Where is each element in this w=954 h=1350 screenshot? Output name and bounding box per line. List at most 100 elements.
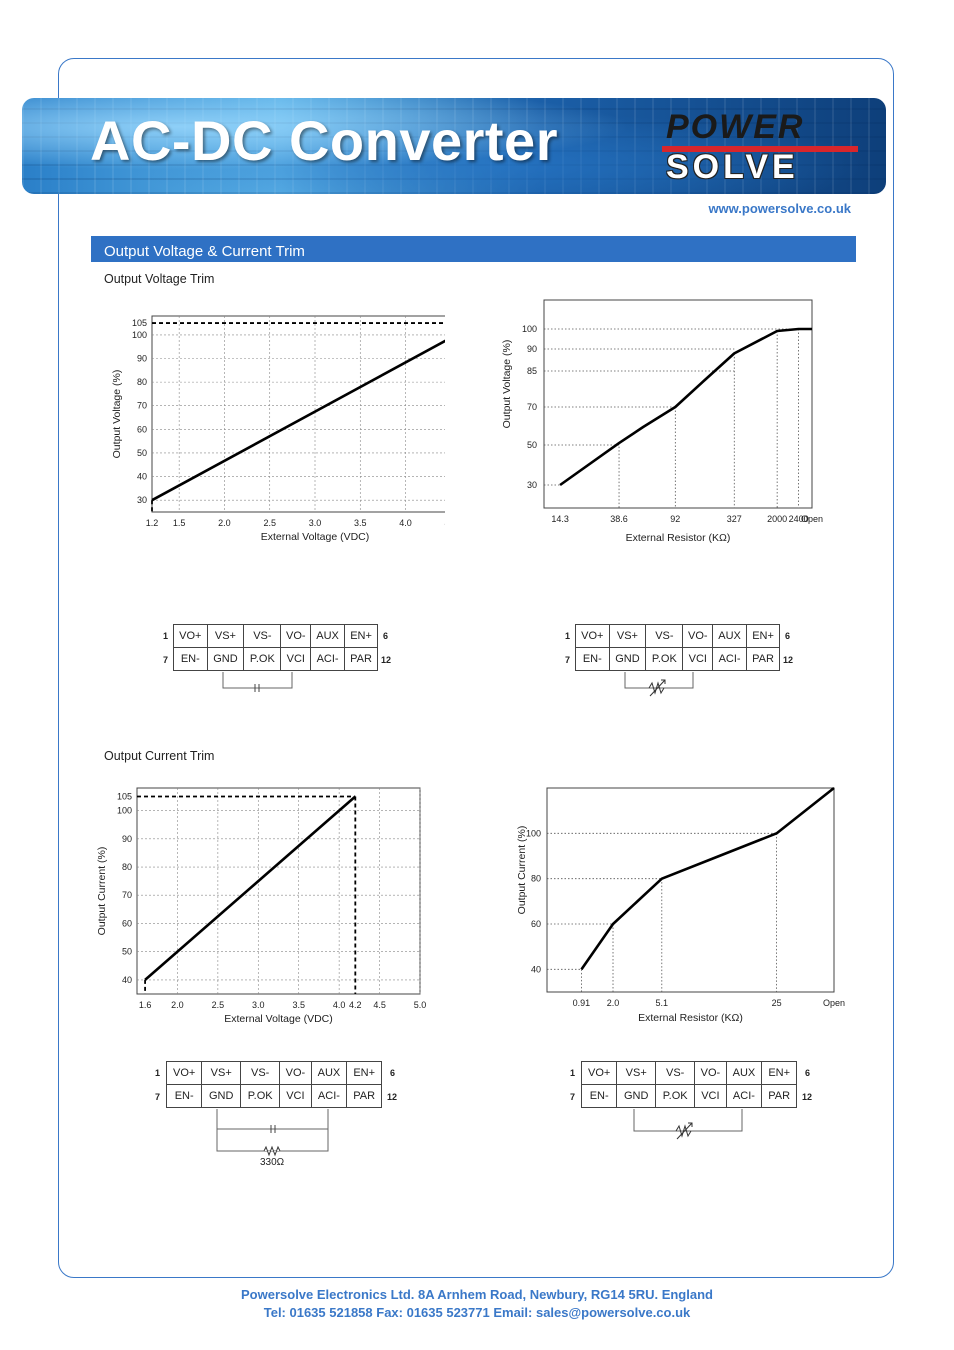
page-title: AC-DC Converter — [90, 109, 558, 172]
x-tick-label: 3.5 — [354, 518, 367, 528]
x-tick-label: 92 — [670, 514, 680, 524]
rc-connection — [216, 1109, 329, 1157]
pin-cell: VCI — [279, 1084, 312, 1108]
pin-number-7: 7 — [565, 655, 571, 665]
pin-number-6: 6 — [785, 631, 791, 641]
y-tick-label: 50 — [527, 440, 537, 450]
pin-cell: VS- — [655, 1061, 696, 1085]
x-tick-label: 327 — [727, 514, 742, 524]
x-tick-label: 3.0 — [309, 518, 322, 528]
pin-cell: VO- — [694, 1061, 727, 1085]
pin-diagram-2: 1 7 6 12 VO+ VS+ VS- VO- AUX EN+ EN- GND P.OK VCI… — [557, 624, 797, 704]
y-tick-label: 85 — [527, 366, 537, 376]
x-tick-label: 4.0 — [399, 518, 412, 528]
pin-row: EN- GND P.OK VCI ACI- PAR — [575, 647, 780, 671]
x-tick-label: 5.1 — [656, 998, 669, 1008]
website-link[interactable]: www.powersolve.co.uk — [708, 201, 851, 216]
pin-table: VO+ VS+ VS- VO- AUX EN+ EN- GND P.OK VCI ACI- PAR — [575, 624, 780, 671]
pin-cell: VS- — [240, 1061, 281, 1085]
x-axis-label: External Voltage (VDC) — [224, 1013, 333, 1025]
logo-top-text: POWER — [666, 108, 805, 146]
pin-cell: AUX — [712, 624, 748, 648]
y-tick-label: 60 — [122, 918, 132, 928]
pin-cell: VS+ — [201, 1061, 242, 1085]
pin-row: VO+ VS+ VS- VO- AUX EN+ — [580, 1061, 797, 1085]
pin-row: VO+ VS+ VS- VO- AUX EN+ — [575, 624, 780, 648]
y-axis-label: Output Current (%) — [96, 847, 108, 936]
pin-cell: VO+ — [575, 624, 610, 648]
y-tick-label: 70 — [137, 401, 147, 411]
y-tick-label: 105 — [117, 791, 132, 801]
series-line — [151, 339, 445, 502]
x-tick-label: 1.2 — [146, 518, 159, 528]
pin-cell: PAR — [344, 647, 378, 671]
x-tick-label: 4.2 — [349, 1000, 362, 1010]
pin-number-12: 12 — [802, 1092, 813, 1102]
y-tick-label: 100 — [117, 806, 132, 816]
x-tick-label: 1.6 — [139, 1000, 152, 1010]
x-tick-label: 38.6 — [610, 514, 628, 524]
pin-number-12: 12 — [387, 1092, 398, 1102]
series-line — [144, 795, 357, 981]
pin-cell: VO- — [279, 1061, 312, 1085]
pin-number-6: 6 — [805, 1068, 811, 1078]
chart-output-voltage-vs-external-voltage: 1.21.52.02.53.03.54.04.54.83040506070809… — [111, 315, 445, 543]
capacitor-connection — [222, 672, 293, 692]
logo-red-bar — [662, 146, 858, 152]
pin-cell: P.OK — [655, 1084, 696, 1108]
pin-row: VO+ VS+ VS- VO- AUX EN+ — [173, 624, 378, 648]
x-tick-label: 2000 — [767, 514, 787, 524]
pin-cell: EN- — [173, 647, 208, 671]
subsection-current-trim: Output Current Trim — [104, 749, 215, 763]
pin-cell: PAR — [761, 1084, 797, 1108]
logo-bottom-text: SOLVE — [666, 148, 799, 186]
pin-number-12: 12 — [783, 655, 794, 665]
x-axis-label: External Resistor (KΩ) — [638, 1012, 743, 1024]
x-tick-label: 2.5 — [212, 1000, 225, 1010]
x-tick-label: 14.3 — [551, 514, 569, 524]
pin-table: VO+ VS+ VS- VO- AUX EN+ EN- GND P.OK VCI ACI- PAR — [580, 1061, 797, 1108]
pin-cell: EN+ — [344, 624, 378, 648]
pin-table: VO+ VS+ VS- VO- AUX EN+ EN- GND P.OK VCI ACI- PAR — [165, 1061, 382, 1108]
y-tick-label: 100 — [522, 324, 537, 334]
pin-cell: VS+ — [206, 624, 245, 648]
resistor-value-label: 330Ω — [260, 1157, 285, 1168]
pin-cell: VS- — [243, 624, 282, 648]
y-axis-label: Output Voltage (%) — [111, 370, 123, 459]
pin-cell: EN- — [580, 1084, 618, 1108]
y-tick-label: 80 — [122, 862, 132, 872]
pin-cell: EN- — [165, 1084, 203, 1108]
pin-cell: EN+ — [346, 1061, 382, 1085]
y-tick-label: 40 — [122, 975, 132, 985]
x-axis-label: External Resistor (KΩ) — [626, 532, 731, 544]
y-tick-label: 80 — [137, 377, 147, 387]
pin-row: EN- GND P.OK VCI ACI- PAR — [580, 1084, 797, 1108]
x-tick-label: 25 — [772, 998, 782, 1008]
series-line — [559, 327, 812, 487]
x-tick-label: 2.0 — [171, 1000, 184, 1010]
y-tick-label: 40 — [531, 964, 541, 974]
page-frame — [58, 58, 894, 1278]
y-axis-label: Output Current (%) — [516, 826, 528, 915]
y-tick-label: 70 — [122, 890, 132, 900]
pin-cell: GND — [206, 647, 245, 671]
x-axis-label: External Voltage (VDC) — [261, 531, 370, 543]
x-tick-label: 4.0 — [333, 1000, 346, 1010]
pin-number-7: 7 — [163, 655, 169, 665]
pin-diagram-1: 1 7 6 12 VO+ VS+ VS- VO- AUX EN+ EN- GND P.OK VCI… — [155, 624, 395, 704]
pin-number-6: 6 — [390, 1068, 396, 1078]
pin-cell: ACI- — [310, 1084, 348, 1108]
pin-diagram-4: 1 7 6 12 VO+ VS+ VS- VO- AUX EN+ EN- GND P.OK VCI… — [565, 1061, 825, 1151]
pin-cell: VO+ — [173, 624, 208, 648]
x-tick-label: 3.5 — [292, 1000, 305, 1010]
variable-resistor-connection — [633, 1109, 743, 1140]
pin-cell: AUX — [310, 624, 346, 648]
pin-number-1: 1 — [565, 631, 571, 641]
y-tick-label: 90 — [122, 834, 132, 844]
section-header-bar — [91, 236, 856, 262]
pin-cell: GND — [616, 1084, 657, 1108]
y-tick-label: 70 — [527, 402, 537, 412]
pin-number-1: 1 — [570, 1068, 576, 1078]
pin-number-1: 1 — [163, 631, 169, 641]
powersolve-logo: POWER SOLVE — [662, 108, 862, 186]
